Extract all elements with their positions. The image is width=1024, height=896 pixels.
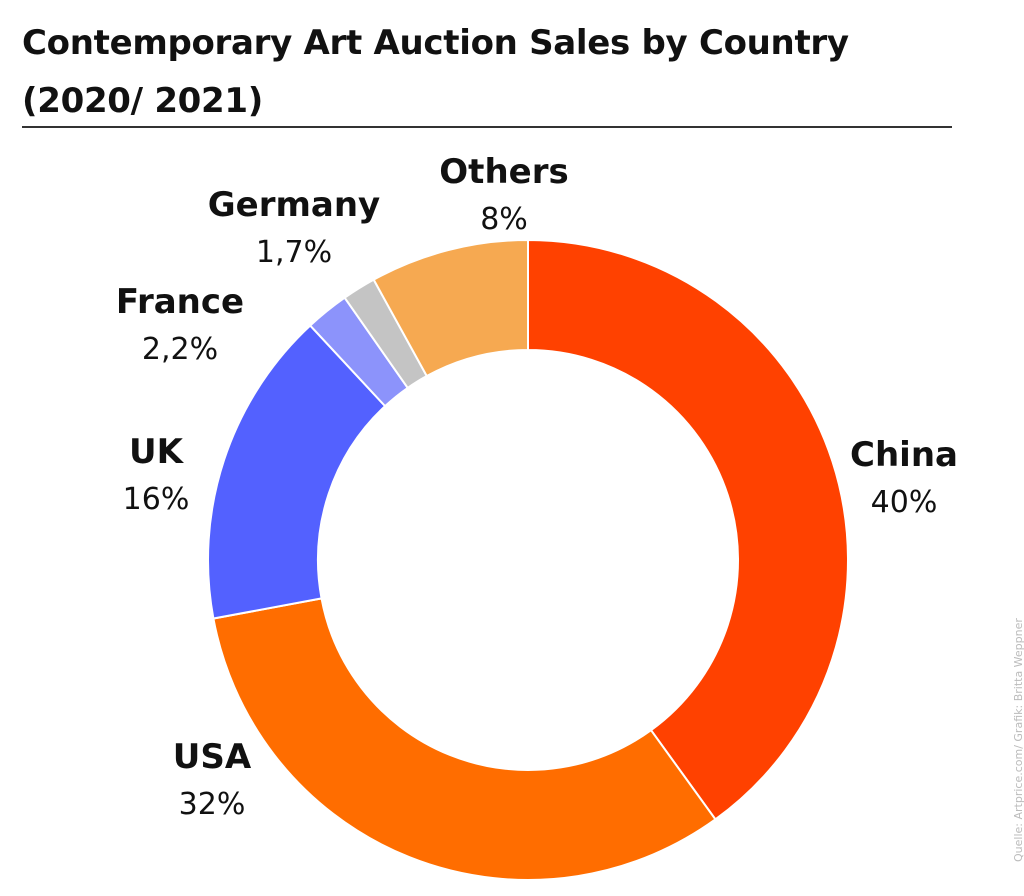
slice-usa [212, 597, 717, 881]
slice-value-usa: 32% [179, 787, 246, 822]
slice-value-france: 2,2% [142, 332, 218, 367]
donut-slices [207, 238, 849, 881]
slice-others [372, 238, 529, 378]
slice-name-china: China [850, 435, 958, 475]
source-credit: Quelle: Artprice.com/ Grafik: Britta Wep… [1012, 618, 1024, 862]
title-line-2: (2020/ 2021) [22, 81, 263, 121]
slice-value-uk: 16% [123, 482, 190, 517]
slice-labels: China 40% USA 32% UK 16% France 2,2% Germany 1,7%… [116, 152, 958, 822]
slice-name-usa: USA [173, 737, 252, 777]
slice-name-germany: Germany [208, 185, 380, 225]
slice-value-others: 8% [480, 202, 528, 237]
title-line-1: Contemporary Art Auction Sales by Countr… [22, 23, 849, 63]
slice-name-others: Others [439, 152, 568, 192]
title-divider [22, 126, 952, 128]
slice-china [527, 238, 849, 821]
slice-name-france: France [116, 282, 244, 322]
slice-value-germany: 1,7% [256, 235, 332, 270]
slice-value-china: 40% [871, 485, 938, 520]
chart-title: Contemporary Art Auction Sales by Countr… [22, 14, 962, 130]
slice-name-uk: UK [129, 432, 185, 472]
